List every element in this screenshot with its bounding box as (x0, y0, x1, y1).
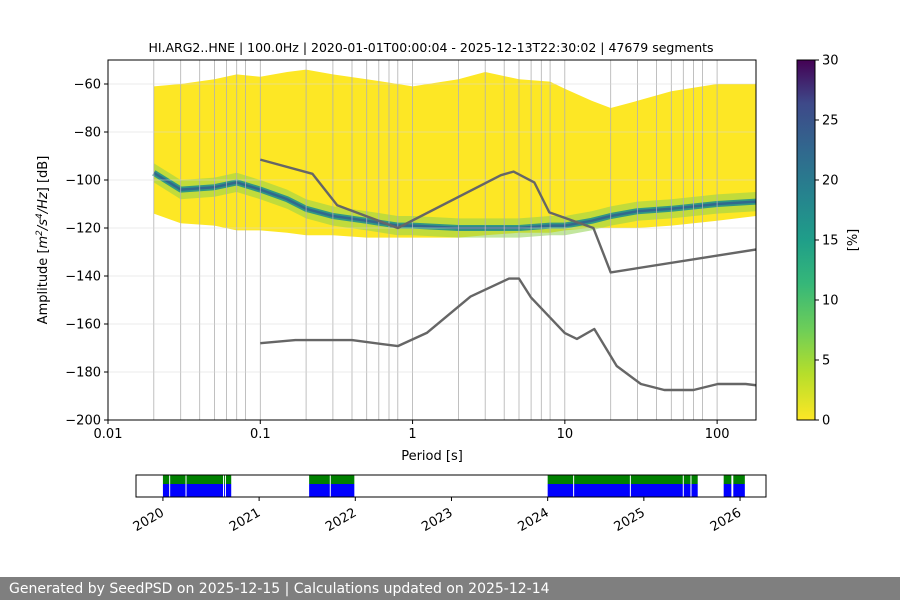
psd-chart: HI.ARG2..HNE | 100.0Hz | 2020-01-01T00:0… (35, 40, 861, 535)
y-tick-label: −80 (74, 126, 101, 141)
x-tick-label: 0.1 (250, 427, 271, 442)
coverage-top-bar (547, 475, 698, 484)
y-tick-label: −60 (74, 78, 101, 93)
y-tick-label: −180 (65, 366, 101, 381)
x-tick-label: 10 (557, 427, 574, 442)
noise-model-lines (259, 158, 756, 392)
colorbar-tick-label: 25 (822, 114, 839, 129)
y-label-exponent: 4 (35, 213, 45, 219)
coverage-bottom-bar (733, 484, 745, 497)
timeline-tick-label: 2026 (708, 505, 744, 535)
colorbar-label: [%] (846, 229, 861, 252)
footer-bar: Generated by SeedPSD on 2025-12-15 | Cal… (0, 577, 900, 600)
coverage-bottom-bar (547, 484, 698, 497)
x-tick-label: 100 (705, 427, 730, 442)
colorbar-gradient (796, 59, 816, 421)
noise-model-nhnm (259, 158, 756, 274)
y-tick-label: −200 (65, 414, 101, 429)
x-tick-label: 1 (408, 427, 416, 442)
coverage-bottom-bar (309, 484, 355, 497)
timeline-tick-label: 2025 (612, 505, 648, 535)
x-axis-label: Period [s] (401, 449, 463, 464)
y-label-exponent: 2 (35, 230, 45, 236)
timeline-tick-label: 2020 (131, 505, 167, 535)
psd-mode-core (153, 171, 756, 230)
x-tick-label: 0.01 (94, 427, 123, 442)
coverage-top-bar (309, 475, 355, 484)
coverage-top-bar (733, 475, 745, 484)
psd-density-heatmap (152, 69, 756, 238)
y-tick-label: −140 (65, 270, 101, 285)
colorbar-tick-label: 30 (822, 54, 839, 69)
colorbar-tick-label: 15 (822, 234, 839, 249)
y-tick-label: −100 (65, 174, 101, 189)
y-tick-label: −160 (65, 318, 101, 333)
coverage-top-bar (162, 475, 232, 484)
noise-model-nlnm (260, 277, 756, 392)
y-tick-label: −120 (65, 222, 101, 237)
coverage-bottom-bar (162, 484, 232, 497)
plot-frame (107, 59, 757, 421)
timeline-tick-label: 2021 (227, 505, 263, 535)
coverage-bottom-bar (723, 484, 732, 497)
x-axis: 0.01 0.1 1 10 100 (94, 420, 730, 442)
footer-text: Generated by SeedPSD on 2025-12-15 | Cal… (9, 581, 550, 597)
y-label-unit: m2/s4/Hz (35, 191, 51, 248)
timeline-tick-label: 2022 (323, 505, 359, 535)
data-availability-timeline: 2020 2021 2022 2023 2024 2025 2026 (131, 474, 767, 535)
chart-title: HI.ARG2..HNE | 100.0Hz | 2020-01-01T00:0… (148, 40, 713, 55)
colorbar: 0 5 10 15 20 25 30 (796, 54, 839, 429)
colorbar-tick-label: 0 (822, 414, 830, 429)
y-axis-label: Amplitude [m2/s4/Hz] [dB] (35, 156, 51, 325)
coverage-top-bar (723, 475, 732, 484)
timeline-tick-label: 2023 (419, 505, 455, 535)
y-axis: −60 −80 −100 −120 −140 −160 −180 −200 (65, 78, 108, 429)
psd-envelope (153, 69, 756, 238)
colorbar-tick-label: 10 (822, 294, 839, 309)
colorbar-tick-label: 20 (822, 174, 839, 189)
period-gridlines (108, 60, 756, 420)
colorbar-tick-label: 5 (822, 354, 830, 369)
timeline-tick-label: 2024 (516, 505, 552, 535)
